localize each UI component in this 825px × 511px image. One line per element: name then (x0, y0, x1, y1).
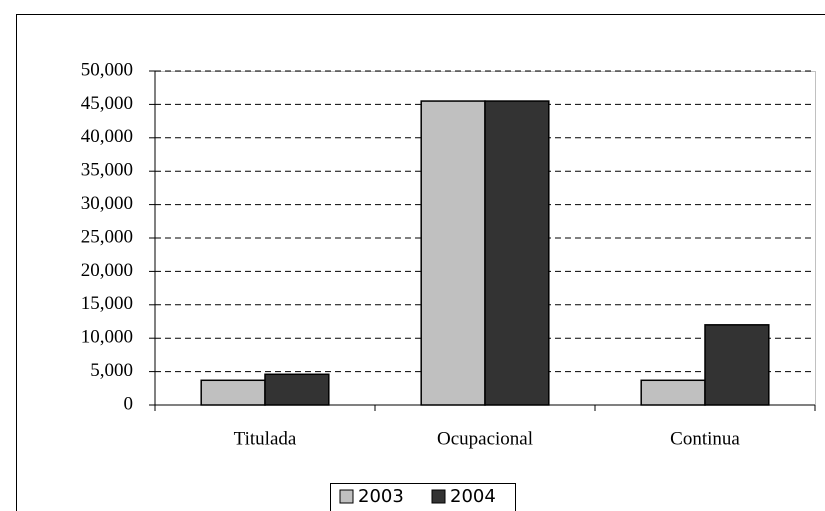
x-tick-label: Titulada (234, 428, 297, 449)
legend: 2003 2004 (330, 483, 516, 511)
bar (484, 100, 550, 406)
legend-box (330, 483, 516, 511)
x-tick-label: Ocupacional (437, 428, 533, 449)
y-tick-label: 5,000 (90, 360, 133, 381)
bar (704, 324, 770, 406)
y-tick-label: 25,000 (81, 226, 133, 247)
y-tick-label: 45,000 (81, 93, 133, 114)
legend-swatch (431, 489, 446, 504)
y-tick-label: 20,000 (81, 260, 133, 281)
bar (264, 373, 330, 406)
y-tick-label: 35,000 (81, 160, 133, 181)
y-tick-label: 50,000 (81, 59, 133, 80)
bar (420, 100, 486, 406)
y-tick-label: 10,000 (81, 327, 133, 348)
legend-label: 2003 (358, 486, 404, 507)
bar (200, 379, 266, 406)
y-tick-label: 30,000 (81, 193, 133, 214)
x-tick-label: Continua (670, 428, 740, 449)
y-tick-label: 0 (124, 393, 134, 414)
bar (640, 379, 706, 406)
legend-swatch (339, 489, 354, 504)
y-tick-label: 40,000 (81, 126, 133, 147)
y-tick-label: 15,000 (81, 293, 133, 314)
legend-label: 2004 (450, 486, 496, 507)
